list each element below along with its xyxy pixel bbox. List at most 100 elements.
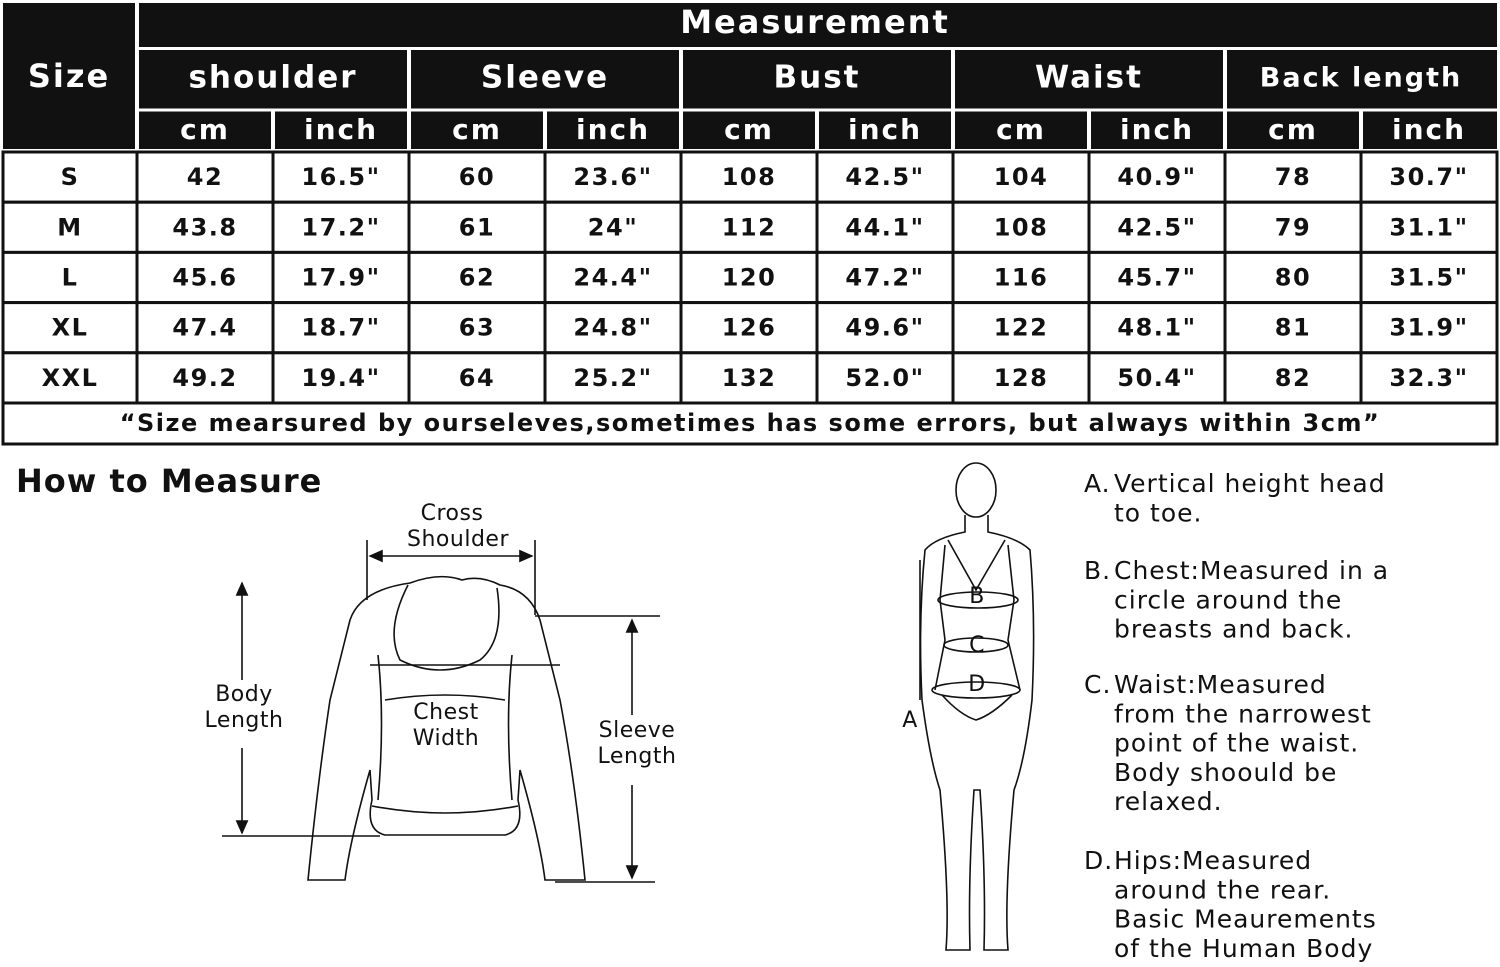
- cell-text: 60: [459, 163, 495, 191]
- table-cell: [1359, 200, 1499, 254]
- table-cell: [951, 301, 1091, 355]
- cell-text: 49.6": [845, 314, 924, 342]
- cell-text: 24.4": [573, 264, 652, 292]
- table-cell: [271, 150, 411, 204]
- cell-text: 78: [1275, 163, 1311, 191]
- cell-text: 43.8: [172, 213, 237, 241]
- cell-text: 64: [459, 364, 495, 392]
- guide-title: How to Measure: [16, 462, 322, 500]
- table-cell: [1223, 351, 1363, 405]
- note-line: from the narrowest: [1114, 699, 1372, 728]
- note-line: Hips:Measured: [1114, 846, 1312, 875]
- cell-text: 108: [722, 163, 777, 191]
- note-line: Waist:Measured: [1114, 670, 1327, 699]
- unit-header: cm: [452, 113, 502, 146]
- note-line: Basic Meaurements: [1114, 905, 1377, 934]
- table-cell: [951, 250, 1091, 305]
- cell-text: 80: [1275, 264, 1311, 292]
- cell-text: 52.0": [845, 364, 924, 392]
- note-line: Chest:Measured in a: [1114, 556, 1389, 585]
- cell-text: 30.7": [1389, 163, 1468, 191]
- cell-text: 132: [722, 364, 777, 392]
- table-cell: [1, 200, 139, 254]
- note-line: point of the waist.: [1114, 729, 1359, 758]
- cell-text: 79: [1275, 213, 1311, 241]
- table-cell: [135, 250, 275, 305]
- cell-text: 82: [1275, 364, 1311, 392]
- cell-text: 19.4": [301, 364, 380, 392]
- table-cell: [815, 200, 955, 254]
- cell-text: 81: [1275, 314, 1311, 342]
- cell-text: 32.3": [1389, 364, 1468, 392]
- cell-text: XL: [52, 314, 89, 342]
- unit-header: cm: [996, 113, 1046, 146]
- table-cell: [1, 250, 139, 305]
- unit-header: inch: [304, 113, 378, 146]
- body-mark: C: [969, 633, 985, 658]
- unit-header: cm: [180, 113, 230, 146]
- table-cell: [1359, 150, 1499, 204]
- table-cell: [271, 200, 411, 254]
- table-cell: [135, 301, 275, 355]
- garment-label: Shoulder: [407, 527, 509, 552]
- garment-drawing: [222, 540, 660, 883]
- table-cell: [1, 351, 139, 405]
- body-mark: A: [902, 708, 918, 733]
- table-cell: [1087, 200, 1227, 254]
- cell-text: 47.4: [172, 314, 237, 342]
- cell-text: 45.6: [172, 264, 237, 292]
- column-header: Sleeve: [481, 60, 609, 96]
- note-line: of the Human Body: [1114, 934, 1373, 963]
- note-line: Body shoould be: [1114, 758, 1337, 787]
- cell-text: 45.7": [1117, 264, 1196, 292]
- group-header: Measurement: [680, 3, 950, 41]
- table-cell: [543, 301, 683, 355]
- cell-text: 108: [994, 213, 1049, 241]
- cell-text: 44.1": [845, 213, 924, 241]
- table-cell: [951, 351, 1091, 405]
- header-bg: [3, 3, 1497, 149]
- cell-text: 62: [459, 264, 495, 292]
- unit-header: inch: [1392, 113, 1466, 146]
- cell-text: 17.9": [301, 264, 380, 292]
- cell-text: 104: [994, 163, 1049, 191]
- cell-text: L: [62, 264, 79, 292]
- column-header: Bust: [774, 60, 861, 96]
- note-line: to toe.: [1114, 498, 1202, 527]
- body-mark: D: [968, 672, 985, 697]
- cell-text: 25.2": [573, 364, 652, 392]
- cell-text: S: [61, 163, 80, 191]
- cell-text: M: [57, 213, 82, 241]
- garment-label: Cross: [421, 501, 484, 526]
- cell-text: 31.1": [1389, 213, 1468, 241]
- table-cell: [407, 150, 547, 204]
- garment-label: Sleeve: [599, 718, 676, 743]
- table-cell: [1359, 301, 1499, 355]
- table-cell: [679, 250, 819, 305]
- garment-label: Width: [413, 726, 479, 751]
- table-cell: [951, 200, 1091, 254]
- column-header: Waist: [1035, 60, 1143, 96]
- cell-text: 49.2: [172, 364, 237, 392]
- garment-label: Body: [215, 682, 273, 707]
- table-note: “Size mearsured by ourseleves,sometimes …: [120, 409, 1381, 437]
- note-label: B.: [1084, 556, 1111, 585]
- cell-text: 23.6": [573, 163, 652, 191]
- note-line: around the rear.: [1114, 875, 1331, 904]
- cell-text: 40.9": [1117, 163, 1196, 191]
- cell-text: 126: [722, 314, 777, 342]
- note-cell: [1, 401, 1499, 446]
- table-cell: [1087, 351, 1227, 405]
- table-cell: [1223, 200, 1363, 254]
- cell-text: 31.9": [1389, 314, 1468, 342]
- table-cell: [1223, 301, 1363, 355]
- cell-text: 120: [722, 264, 777, 292]
- body-mark: B: [969, 584, 985, 609]
- cell-text: 42.5": [845, 163, 924, 191]
- column-header: shoulder: [188, 60, 357, 96]
- table-cell: [543, 250, 683, 305]
- cell-text: 48.1": [1117, 314, 1196, 342]
- cell-text: 63: [459, 314, 495, 342]
- cell-text: 16.5": [301, 163, 380, 191]
- cell-text: 24": [588, 213, 638, 241]
